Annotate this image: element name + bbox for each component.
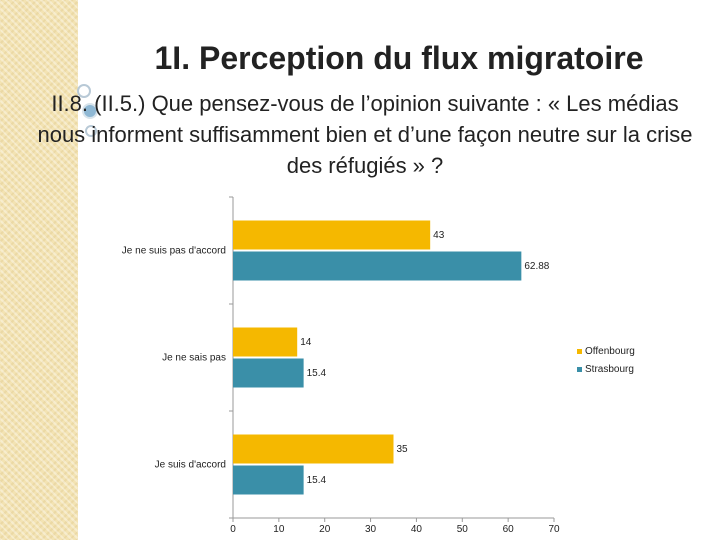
x-tick-label: 30 bbox=[365, 524, 377, 535]
slide-subtitle: II.8. (II.5.) Que pensez-vous de l’opini… bbox=[37, 91, 693, 178]
x-tick-label: 0 bbox=[230, 524, 236, 535]
x-tick-label: 20 bbox=[319, 524, 331, 535]
slide-title: 1I. Perception du flux migratoire bbox=[154, 40, 644, 76]
bar-offenbourg bbox=[233, 220, 431, 250]
category-label: Je ne sais pas bbox=[162, 353, 226, 364]
data-label: 15.4 bbox=[307, 475, 327, 486]
decorative-side-strip bbox=[0, 0, 78, 540]
data-label: 43 bbox=[433, 230, 445, 241]
x-tick-label: 70 bbox=[548, 524, 560, 535]
bar-strasbourg bbox=[233, 358, 304, 388]
legend-swatch-strasbourg bbox=[577, 367, 582, 372]
legend-label: Offenbourg bbox=[585, 346, 635, 357]
x-tick-label: 60 bbox=[503, 524, 515, 535]
x-tick-label: 40 bbox=[411, 524, 423, 535]
category-label: Je ne suis pas d'accord bbox=[122, 246, 226, 257]
x-tick-label: 50 bbox=[457, 524, 469, 535]
x-tick-label: 10 bbox=[273, 524, 285, 535]
bar-strasbourg bbox=[233, 251, 522, 281]
data-label: 62.88 bbox=[524, 261, 549, 272]
legend-swatch-offenbourg bbox=[577, 349, 582, 354]
bar-offenbourg bbox=[233, 434, 394, 464]
data-label: 14 bbox=[300, 337, 312, 348]
data-label: 15.4 bbox=[307, 368, 327, 379]
bar-strasbourg bbox=[233, 465, 304, 495]
bar-offenbourg bbox=[233, 327, 298, 357]
data-label: 35 bbox=[397, 444, 409, 455]
legend-label: Strasbourg bbox=[585, 364, 634, 375]
category-label: Je suis d'accord bbox=[155, 460, 226, 471]
